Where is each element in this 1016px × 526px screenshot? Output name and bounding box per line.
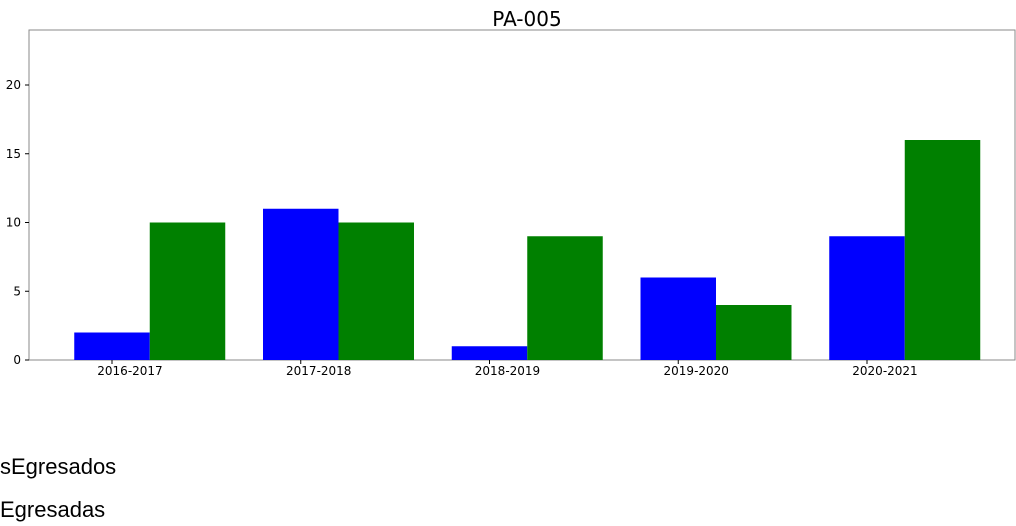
bar-sEgresados-2020-2021 [829,236,905,360]
x-tick-label: 2017-2018 [286,364,351,378]
x-tick-label: 2016-2017 [97,364,162,378]
bar-sEgresados-2018-2019 [451,346,528,360]
bar-Egresadas-2020-2021 [904,140,981,360]
x-tick-label: 2018-2019 [475,364,540,378]
y-tick-label: 15 [6,147,21,161]
legend-entry-Egresadas: Egresadas [0,497,106,522]
bar-sEgresados-2017-2018 [263,208,339,360]
plot-area: 0 5 10 15 20 2016-2017 2017-2018 2018-2019 2019-… [6,29,1016,378]
bar-Egresadas-2018-2019 [527,236,603,360]
bar-Egresadas-2019-2020 [716,305,792,360]
y-tick-label: 0 [13,353,21,367]
bar-Egresadas-2017-2018 [338,222,414,360]
legend-entry-sEgresados: sEgresados [0,454,117,479]
y-tick-label: 20 [6,78,21,92]
bar-Egresadas-2016-2017 [149,222,226,360]
x-tick-label: 2020-2021 [852,364,917,378]
y-tick-label: 10 [6,216,21,230]
bar-sEgresados-2016-2017 [74,332,150,360]
y-tick-label: 5 [13,284,21,298]
chart-title: PA-005 [492,7,561,31]
bar-sEgresados-2019-2020 [640,277,716,360]
x-tick-label: 2019-2020 [664,364,729,378]
